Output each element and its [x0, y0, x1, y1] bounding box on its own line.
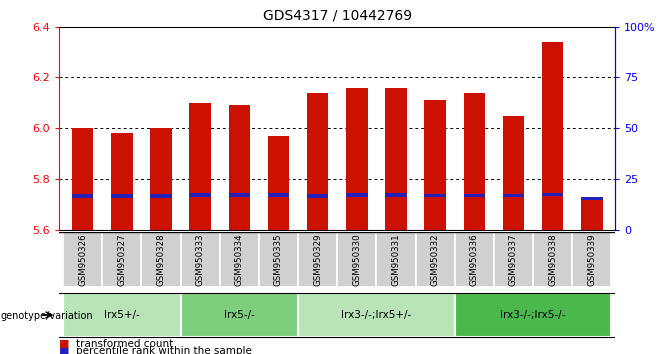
Text: GSM950339: GSM950339 — [587, 234, 596, 286]
Bar — [463, 93, 485, 230]
Text: lrx5+/-: lrx5+/- — [104, 310, 139, 320]
Bar — [268, 136, 290, 230]
Bar — [228, 193, 250, 196]
Bar — [424, 100, 446, 230]
Text: transformed count: transformed count — [76, 339, 173, 349]
Bar — [376, 232, 416, 287]
Bar — [463, 194, 485, 197]
Bar — [533, 232, 572, 287]
Text: lrx5-/-: lrx5-/- — [224, 310, 255, 320]
Bar — [150, 194, 172, 198]
Text: GSM950332: GSM950332 — [430, 234, 440, 286]
Bar — [102, 232, 141, 287]
Bar — [72, 194, 93, 198]
Bar — [503, 194, 524, 197]
Text: GSM950338: GSM950338 — [548, 234, 557, 286]
Bar — [220, 232, 259, 287]
Bar — [455, 293, 611, 337]
Bar — [337, 232, 376, 287]
Bar — [298, 293, 455, 337]
Bar — [346, 87, 368, 230]
Bar — [150, 128, 172, 230]
Text: GSM950326: GSM950326 — [78, 234, 88, 286]
Bar — [180, 293, 298, 337]
Text: GSM950331: GSM950331 — [392, 234, 401, 286]
Bar — [63, 293, 180, 337]
Text: GSM950334: GSM950334 — [235, 234, 244, 286]
Bar — [503, 116, 524, 230]
Text: ■: ■ — [59, 346, 70, 354]
Text: percentile rank within the sample: percentile rank within the sample — [76, 346, 251, 354]
Bar — [190, 193, 211, 196]
Bar — [581, 197, 603, 230]
Bar — [228, 105, 250, 230]
Text: GSM950329: GSM950329 — [313, 234, 322, 286]
Bar — [307, 93, 328, 230]
Title: GDS4317 / 10442769: GDS4317 / 10442769 — [263, 8, 412, 23]
Bar — [572, 232, 611, 287]
Text: GSM950327: GSM950327 — [117, 234, 126, 286]
Bar — [298, 232, 338, 287]
Bar — [416, 232, 455, 287]
Bar — [385, 87, 407, 230]
Text: GSM950333: GSM950333 — [195, 234, 205, 286]
Bar — [259, 232, 298, 287]
Bar — [346, 193, 368, 196]
Text: GSM950337: GSM950337 — [509, 234, 518, 286]
Bar — [190, 103, 211, 230]
Text: GSM950330: GSM950330 — [352, 234, 361, 286]
Bar — [307, 194, 328, 198]
Text: lrx3-/-;lrx5+/-: lrx3-/-;lrx5+/- — [342, 310, 411, 320]
Bar — [581, 197, 603, 200]
Text: lrx3-/-;lrx5-/-: lrx3-/-;lrx5-/- — [500, 310, 566, 320]
Bar — [385, 193, 407, 196]
Text: GSM950336: GSM950336 — [470, 234, 479, 286]
Bar — [494, 232, 533, 287]
Bar — [542, 193, 563, 196]
Bar — [542, 42, 563, 230]
Bar — [141, 232, 180, 287]
Bar — [72, 128, 93, 230]
Bar — [455, 232, 494, 287]
Bar — [424, 194, 446, 197]
Bar — [180, 232, 220, 287]
Text: ■: ■ — [59, 339, 70, 349]
Bar — [63, 232, 102, 287]
Bar — [111, 194, 133, 198]
Text: GSM950335: GSM950335 — [274, 234, 283, 286]
Text: GSM950328: GSM950328 — [157, 234, 166, 286]
Bar — [268, 193, 290, 196]
Text: genotype/variation: genotype/variation — [1, 311, 93, 321]
Bar — [111, 133, 133, 230]
